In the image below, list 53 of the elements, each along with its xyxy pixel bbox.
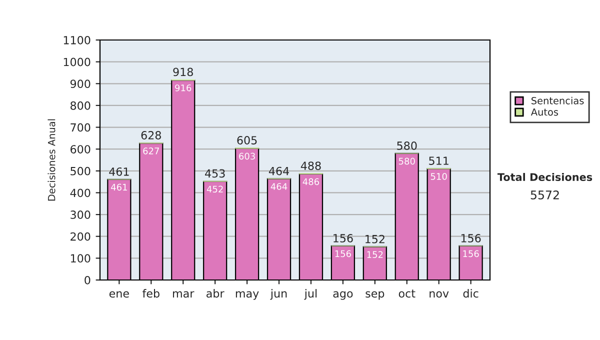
y-tick-label: 700 — [70, 123, 90, 132]
x-tick-label: abr — [206, 289, 224, 298]
total-label: 156 — [334, 234, 353, 242]
total-label: 453 — [205, 169, 225, 178]
x-tick-label: sep — [366, 291, 384, 300]
data-label: 461 — [111, 184, 127, 191]
data-label: 580 — [398, 158, 415, 165]
x-tick-label: jun — [270, 289, 287, 300]
total-label: 156 — [461, 234, 481, 242]
legend-label: Sentencias — [532, 96, 584, 104]
data-label: 156 — [335, 250, 351, 258]
y-tick-label: 600 — [70, 145, 90, 154]
y-tick-label: 100 — [70, 254, 90, 263]
x-tick-label: mar — [173, 291, 194, 298]
text: Total Decisiones — [497, 172, 592, 182]
x-tick-label: oct — [398, 290, 416, 298]
y-tick-label: 800 — [70, 101, 90, 110]
y-tick-label: 500 — [70, 166, 90, 176]
y-tick-label: 1100 — [64, 36, 90, 44]
x-tick-label: nov — [430, 291, 449, 298]
data-label: 510 — [430, 173, 447, 180]
data-label: 627 — [143, 148, 159, 154]
text: 5572 — [530, 190, 559, 200]
total-label: 580 — [397, 142, 417, 150]
total-label: 605 — [237, 136, 257, 144]
total-label: 464 — [268, 166, 289, 176]
y-tick-label: 1000 — [64, 58, 90, 66]
x-tick-label: may — [236, 291, 259, 300]
data-label: 486 — [302, 178, 320, 186]
x-tick-label: ago — [333, 291, 353, 300]
data-label: 464 — [270, 183, 288, 190]
total-label: 152 — [366, 234, 384, 244]
y-tick-label: 300 — [70, 210, 90, 219]
x-tick-label: dic — [463, 289, 478, 298]
data-label: 916 — [175, 84, 192, 92]
total-label: 488 — [300, 162, 321, 170]
y-tick-label: 400 — [70, 188, 90, 198]
y-tick-label: 900 — [70, 80, 90, 88]
data-label: 156 — [463, 250, 479, 258]
y-tick-label: 0 — [84, 276, 90, 284]
data-label: 452 — [206, 186, 223, 193]
total-label: 628 — [141, 131, 161, 140]
x-tick-label: feb — [142, 289, 160, 298]
legend-label: Autos — [530, 108, 558, 116]
x-tick-label: ene — [109, 291, 129, 298]
y-axis-title: Decisiones Anual — [48, 119, 56, 201]
total-label: 461 — [109, 167, 129, 176]
data-label: 152 — [367, 251, 383, 258]
total-label: 511 — [429, 156, 448, 165]
x-tick-label: jul — [304, 289, 317, 300]
y-tick-label: 200 — [70, 232, 90, 241]
data-label: 603 — [239, 152, 255, 160]
total-label: 918 — [173, 68, 193, 76]
